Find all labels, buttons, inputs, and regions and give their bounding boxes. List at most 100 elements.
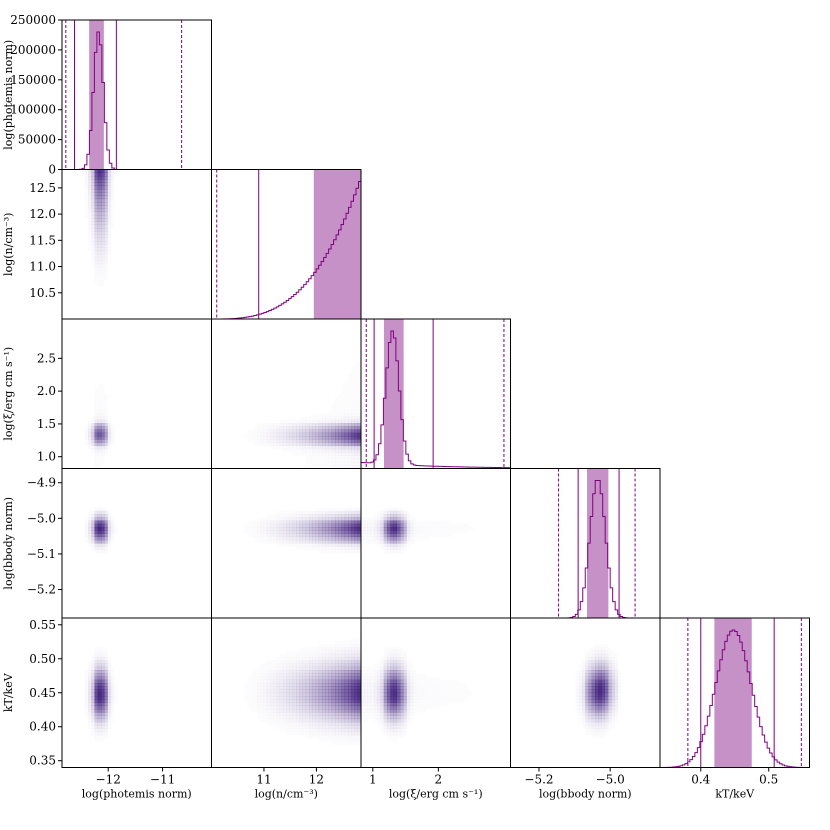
density-cell (98, 456, 102, 460)
density-cell (247, 696, 251, 700)
density-cell (585, 657, 589, 661)
density-cell (371, 677, 375, 681)
density-cell (101, 459, 105, 463)
density-cell (97, 702, 102, 707)
density-cell (387, 514, 391, 518)
density-cell (578, 679, 583, 684)
density-cell (439, 680, 443, 684)
density-cell (309, 654, 313, 658)
density-cell (345, 462, 349, 466)
density-cell (305, 439, 310, 443)
density-cell (341, 728, 346, 733)
density-cell (459, 527, 463, 531)
density-cell (101, 660, 105, 664)
density-cell (101, 442, 105, 447)
density-cell (380, 523, 385, 528)
density-cell (341, 676, 346, 681)
density-cell (400, 520, 404, 525)
density-cell (368, 540, 372, 544)
density-cell (331, 432, 336, 437)
density-cell (364, 530, 368, 534)
density-cell (452, 683, 456, 687)
density-cell (309, 432, 313, 437)
density-cell (107, 676, 112, 681)
density-cell (312, 543, 316, 547)
density-cell (342, 387, 346, 391)
density-cell (335, 696, 339, 700)
density-cell (582, 679, 586, 684)
density-cell (579, 667, 583, 671)
density-cell (292, 426, 297, 430)
density-cell (309, 709, 313, 713)
density-cell (104, 705, 108, 710)
density-cell (91, 426, 95, 430)
density-cell (449, 693, 453, 697)
density-cell (591, 692, 596, 697)
density-cell (270, 719, 274, 723)
density-cell (351, 517, 355, 521)
density-cell (322, 426, 326, 430)
density-cell (108, 446, 112, 450)
density-cell (608, 651, 612, 655)
density-cell (260, 524, 264, 528)
density-cell (335, 712, 339, 716)
density-cell (396, 543, 401, 547)
density-cell (390, 647, 394, 651)
density-cell (410, 709, 414, 713)
density-cell (91, 536, 95, 541)
density-cell (348, 653, 352, 658)
density-cell (283, 692, 287, 697)
density-cell (374, 670, 378, 674)
density-cell (588, 692, 593, 697)
density-cell (429, 521, 433, 525)
density-cell (111, 530, 115, 534)
density-cell (289, 715, 294, 720)
density-cell (328, 705, 333, 710)
density-cell (260, 521, 264, 525)
density-cell (318, 718, 323, 723)
density-cell (387, 530, 391, 534)
density-cell (396, 660, 401, 664)
density-cell (280, 514, 284, 518)
density-cell (344, 442, 349, 447)
density-cell (423, 521, 427, 525)
density-cell (355, 371, 359, 375)
density-cell (322, 533, 326, 538)
density-cell (429, 703, 433, 707)
density-cell (101, 540, 105, 544)
density-cell (299, 547, 303, 551)
density-cell (322, 413, 326, 417)
density-cell (410, 719, 414, 723)
density-cell (101, 400, 105, 404)
density-cell (335, 397, 339, 401)
density-cell (591, 696, 596, 700)
density-cell (338, 423, 342, 427)
density-cell (348, 683, 352, 687)
density-cell (107, 432, 112, 437)
density-cell (393, 670, 398, 674)
density-cell (247, 706, 251, 710)
density-cell (312, 439, 316, 443)
density-cell (604, 673, 609, 677)
density-cell (264, 521, 268, 525)
density-cell (342, 397, 346, 401)
density-cell (94, 218, 99, 222)
density-cell (377, 716, 381, 720)
density-cell (290, 420, 294, 424)
x-tick-label: −5.2 (524, 773, 553, 787)
density-cell (94, 712, 99, 716)
density-cell (351, 410, 355, 414)
density-cell (290, 514, 294, 518)
density-cell (400, 722, 404, 726)
density-cell (91, 237, 95, 242)
density-cell (383, 536, 388, 541)
density-cell (267, 709, 271, 713)
density-cell (341, 673, 346, 677)
density-cell (341, 523, 346, 528)
density-cell (390, 709, 394, 713)
density-cell (351, 387, 355, 391)
density-cell (400, 729, 404, 733)
density-cell (341, 699, 346, 703)
density-cell (273, 443, 277, 447)
density-cell (277, 725, 281, 729)
